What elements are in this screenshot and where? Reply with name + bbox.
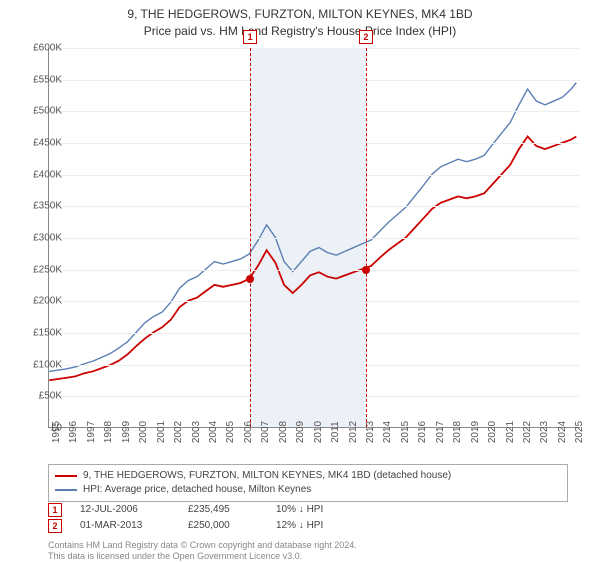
sale-marker-icon: 1: [48, 503, 62, 517]
series-line-property: [49, 136, 576, 380]
x-tick-label: 1997: [86, 421, 97, 443]
x-tick-label: 2016: [417, 421, 428, 443]
x-tick-label: 2019: [470, 421, 481, 443]
sale-date: 12-JUL-2006: [80, 502, 170, 518]
sale-row: 1 12-JUL-2006 £235,495 10% ↓ HPI: [48, 502, 366, 518]
sale-marker-dot: [246, 275, 254, 283]
x-tick-label: 2014: [382, 421, 393, 443]
sale-marker-box: 2: [359, 30, 373, 44]
sale-diff: 12% ↓ HPI: [276, 518, 366, 534]
x-tick-label: 2020: [487, 421, 498, 443]
y-tick-label: £500K: [7, 106, 62, 117]
x-tick-label: 2023: [539, 421, 550, 443]
title-line-1: 9, THE HEDGEROWS, FURZTON, MILTON KEYNES…: [0, 6, 600, 23]
series-line-hpi: [49, 83, 576, 372]
x-tick-label: 2006: [243, 421, 254, 443]
sale-marker-line: [366, 48, 367, 427]
y-tick-label: £300K: [7, 233, 62, 244]
x-tick-label: 2008: [278, 421, 289, 443]
sale-price: £235,495: [188, 502, 258, 518]
legend-row-property: 9, THE HEDGEROWS, FURZTON, MILTON KEYNES…: [55, 469, 561, 483]
x-tick-label: 2005: [225, 421, 236, 443]
legend-box: 9, THE HEDGEROWS, FURZTON, MILTON KEYNES…: [48, 464, 568, 502]
x-tick-label: 2018: [452, 421, 463, 443]
sale-marker-line: [250, 48, 251, 427]
x-tick-label: 2011: [330, 421, 341, 443]
x-tick-label: 2003: [191, 421, 202, 443]
legend-label: HPI: Average price, detached house, Milt…: [83, 483, 311, 497]
y-tick-label: £200K: [7, 296, 62, 307]
x-tick-label: 1998: [103, 421, 114, 443]
y-tick-label: £350K: [7, 201, 62, 212]
sale-date: 01-MAR-2013: [80, 518, 170, 534]
x-tick-label: 2010: [313, 421, 324, 443]
x-tick-label: 2009: [295, 421, 306, 443]
sale-marker-dot: [362, 266, 370, 274]
x-tick-label: 1996: [68, 421, 79, 443]
y-tick-label: £600K: [7, 43, 62, 54]
x-tick-label: 2012: [348, 421, 359, 443]
title-block: 9, THE HEDGEROWS, FURZTON, MILTON KEYNES…: [0, 0, 600, 40]
sales-table: 1 12-JUL-2006 £235,495 10% ↓ HPI 2 01-MA…: [48, 502, 366, 534]
x-tick-label: 1999: [121, 421, 132, 443]
sale-price: £250,000: [188, 518, 258, 534]
x-tick-label: 2007: [260, 421, 271, 443]
footer-attribution: Contains HM Land Registry data © Crown c…: [48, 540, 357, 562]
footer-line-1: Contains HM Land Registry data © Crown c…: [48, 540, 357, 551]
x-tick-label: 2004: [208, 421, 219, 443]
y-tick-label: £100K: [7, 359, 62, 370]
x-tick-label: 1995: [51, 421, 62, 443]
y-tick-label: £450K: [7, 138, 62, 149]
y-tick-label: £400K: [7, 169, 62, 180]
y-tick-label: £50K: [7, 391, 62, 402]
x-tick-label: 2000: [138, 421, 149, 443]
x-tick-label: 2013: [365, 421, 376, 443]
legend-row-hpi: HPI: Average price, detached house, Milt…: [55, 483, 561, 497]
x-tick-label: 2022: [522, 421, 533, 443]
chart-plot-area: 12: [48, 48, 580, 428]
y-tick-label: £250K: [7, 264, 62, 275]
x-tick-label: 2024: [557, 421, 568, 443]
sale-diff: 10% ↓ HPI: [276, 502, 366, 518]
title-line-2: Price paid vs. HM Land Registry's House …: [0, 23, 600, 40]
x-tick-label: 2002: [173, 421, 184, 443]
sale-row: 2 01-MAR-2013 £250,000 12% ↓ HPI: [48, 518, 366, 534]
y-tick-label: £150K: [7, 328, 62, 339]
y-tick-label: £550K: [7, 74, 62, 85]
legend-swatch: [55, 475, 77, 477]
chart-container: 9, THE HEDGEROWS, FURZTON, MILTON KEYNES…: [0, 0, 600, 560]
sale-marker-icon: 2: [48, 519, 62, 533]
x-tick-label: 2001: [156, 421, 167, 443]
x-tick-label: 2015: [400, 421, 411, 443]
legend-label: 9, THE HEDGEROWS, FURZTON, MILTON KEYNES…: [83, 469, 451, 483]
legend-swatch: [55, 489, 77, 491]
x-tick-label: 2025: [574, 421, 585, 443]
x-tick-label: 2017: [435, 421, 446, 443]
sale-marker-box: 1: [243, 30, 257, 44]
x-tick-label: 2021: [505, 421, 516, 443]
